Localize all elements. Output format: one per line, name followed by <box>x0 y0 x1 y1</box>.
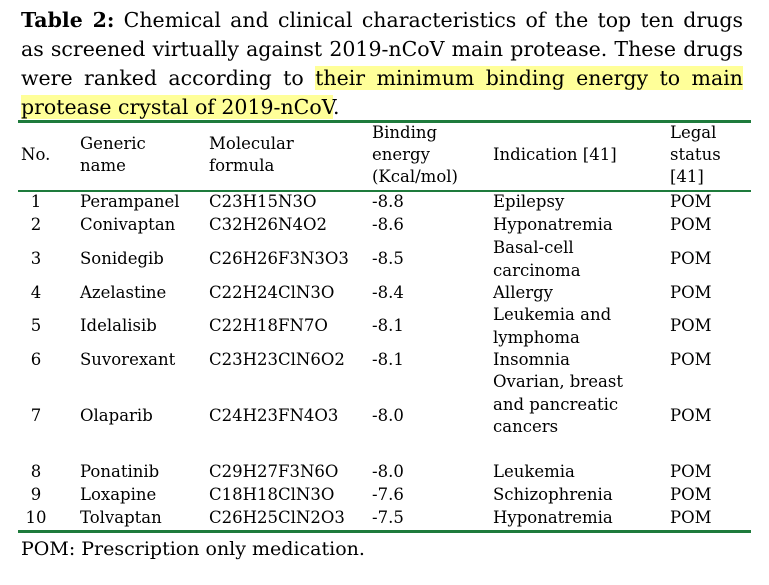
cell-legal: POM <box>670 485 712 504</box>
cell-legal: POM <box>670 508 712 527</box>
cell-no: 2 <box>30 215 42 234</box>
cell-indication: Allergy <box>493 283 554 302</box>
cell-legal: POM <box>670 215 712 234</box>
cell-legal: POM <box>670 316 712 335</box>
cell-energy: -8.5 <box>372 249 404 268</box>
header-no: No. <box>21 145 51 164</box>
cell-energy: -8.6 <box>372 215 404 234</box>
cell-no: 6 <box>30 350 42 369</box>
cell-formula: C23H15N3O <box>209 192 317 211</box>
table-top-rule <box>18 120 751 123</box>
cell-legal: POM <box>670 192 712 211</box>
cell-energy: -7.6 <box>372 485 404 504</box>
cell-no: 8 <box>30 462 42 481</box>
cell-name: Olaparib <box>80 406 153 425</box>
cell-name: Conivaptan <box>80 215 176 234</box>
cell-name: Loxapine <box>80 485 157 504</box>
cell-formula: C23H23ClN6O2 <box>209 350 345 369</box>
cell-name: Azelastine <box>80 283 167 302</box>
header-generic-name: Generic name <box>80 134 146 175</box>
cell-legal: POM <box>670 283 712 302</box>
table-header-rule <box>18 190 751 192</box>
cell-formula: C32H26N4O2 <box>209 215 327 234</box>
cell-name: Perampanel <box>80 192 180 211</box>
cell-formula: C26H26F3N3O3 <box>209 249 349 268</box>
cell-formula: C18H18ClN3O <box>209 485 335 504</box>
cell-indication: Epilepsy <box>493 192 565 211</box>
cell-name: Tolvaptan <box>80 508 162 527</box>
cell-indication: Insomnia <box>493 350 570 369</box>
header-indication: Indication [41] <box>493 145 617 164</box>
cell-energy: -8.1 <box>372 350 404 369</box>
table-bottom-rule <box>18 530 751 533</box>
caption-label: Table 2: <box>21 8 115 32</box>
cell-no: 10 <box>25 508 47 527</box>
cell-formula: C26H25ClN2O3 <box>209 508 345 527</box>
cell-formula: C22H18FN7O <box>209 316 328 335</box>
cell-formula: C29H27F3N6O <box>209 462 339 481</box>
table-caption: Table 2: Chemical and clinical character… <box>21 6 743 122</box>
cell-indication: Basal-cell carcinoma <box>493 238 581 280</box>
cell-indication: Leukemia and lymphoma <box>493 305 612 347</box>
cell-formula: C24H23FN4O3 <box>209 406 339 425</box>
caption-text: Chemical and clinical characteristics of… <box>21 8 743 90</box>
cell-no: 1 <box>30 192 42 211</box>
cell-indication: Hyponatremia <box>493 508 613 527</box>
cell-energy: -8.1 <box>372 316 404 335</box>
cell-formula: C22H24ClN3O <box>209 283 335 302</box>
cell-no: 5 <box>30 316 42 335</box>
cell-no: 3 <box>30 249 42 268</box>
cell-indication: Ovarian, breast and pancreatic cancers <box>493 372 623 436</box>
cell-name: Idelalisib <box>80 316 157 335</box>
header-molecular-formula: Molecular formula <box>209 134 294 175</box>
cell-legal: POM <box>670 350 712 369</box>
cell-indication: Schizophrenia <box>493 485 613 504</box>
cell-name: Suvorexant <box>80 350 176 369</box>
table-footnote: POM: Prescription only medication. <box>21 538 365 560</box>
cell-legal: POM <box>670 406 712 425</box>
header-binding-energy: Binding energy (Kcal/mol) <box>372 123 458 186</box>
caption-end: . <box>332 95 340 119</box>
cell-no: 7 <box>30 406 42 425</box>
cell-energy: -7.5 <box>372 508 404 527</box>
cell-name: Sonidegib <box>80 249 164 268</box>
cell-legal: POM <box>670 249 712 268</box>
cell-energy: -8.4 <box>372 283 404 302</box>
cell-indication: Leukemia <box>493 462 575 481</box>
cell-energy: -8.8 <box>372 192 404 211</box>
cell-energy: -8.0 <box>372 406 404 425</box>
cell-no: 4 <box>30 283 42 302</box>
cell-name: Ponatinib <box>80 462 160 481</box>
cell-energy: -8.0 <box>372 462 404 481</box>
cell-legal: POM <box>670 462 712 481</box>
header-legal-status: Legal status [41] <box>670 123 721 186</box>
cell-no: 9 <box>30 485 42 504</box>
cell-indication: Hyponatremia <box>493 215 613 234</box>
